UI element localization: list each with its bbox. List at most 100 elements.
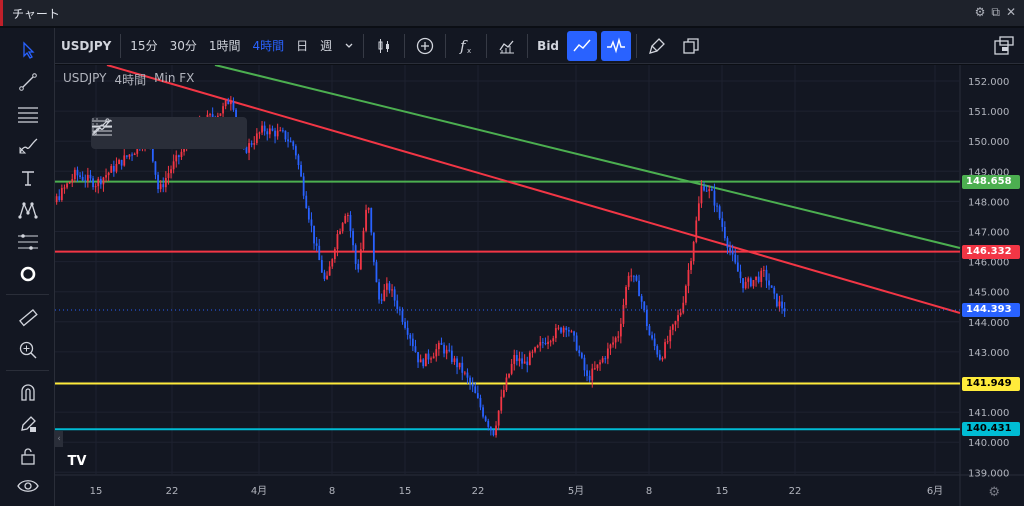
candle-body xyxy=(401,310,404,322)
brush-icon xyxy=(649,37,665,54)
stay-drawing-tool[interactable] xyxy=(13,410,43,438)
candle-body xyxy=(263,125,266,132)
candle-body xyxy=(383,289,386,301)
candle-body xyxy=(747,278,750,282)
ruler-tool[interactable] xyxy=(13,304,43,332)
candle-body xyxy=(406,327,409,335)
lock-drawings-tool[interactable] xyxy=(13,442,43,470)
compare-button[interactable] xyxy=(410,31,440,61)
interval-30m[interactable]: 30分 xyxy=(169,39,197,53)
prediction-tool[interactable] xyxy=(13,228,43,256)
chart-type-button[interactable] xyxy=(369,31,399,61)
interval-1h[interactable]: 1時間 xyxy=(208,39,241,53)
candle-body xyxy=(102,177,105,185)
brush-tool[interactable] xyxy=(13,132,43,160)
floatbar-fib[interactable] xyxy=(92,118,243,148)
layout-button[interactable] xyxy=(990,32,1018,60)
chart-settings-icon[interactable]: ⚙ xyxy=(988,485,1000,500)
interval-day[interactable]: 日 xyxy=(296,39,309,53)
candle-body xyxy=(284,130,287,140)
candle-body xyxy=(279,130,282,132)
ruler-icon xyxy=(19,309,38,327)
candle-body xyxy=(656,346,659,355)
candle-body xyxy=(700,186,703,204)
gear-icon[interactable]: ⚙ xyxy=(974,5,986,19)
hide-drawings-tool[interactable] xyxy=(13,472,43,500)
candle-body xyxy=(575,335,578,351)
chart-pane[interactable]: 152.000 151.000 150.000 149.000 148.000 147.0… xyxy=(55,65,1024,506)
trendline-icon xyxy=(19,73,37,91)
candle-body xyxy=(105,175,107,178)
candle-body xyxy=(128,154,131,157)
tool-divider xyxy=(6,294,49,295)
candle-body xyxy=(721,218,724,227)
price-line-toggle[interactable] xyxy=(567,30,598,61)
candle-body xyxy=(528,352,531,365)
floatbar-brush[interactable] xyxy=(93,118,209,148)
candle-body xyxy=(578,350,581,354)
candle-body xyxy=(422,359,425,367)
candle-body xyxy=(482,407,484,417)
circle-tool[interactable] xyxy=(13,260,43,288)
candle-body xyxy=(762,269,765,271)
candle-body xyxy=(328,266,331,276)
zoom-tool[interactable] xyxy=(13,336,43,364)
interval-week[interactable]: 週 xyxy=(320,39,333,53)
trendline-tool[interactable] xyxy=(13,68,43,96)
collapse-toolbar-handle[interactable]: ‹ xyxy=(55,431,63,447)
candle-body xyxy=(664,342,666,358)
templates-button[interactable] xyxy=(492,31,522,61)
candle-body xyxy=(651,335,653,339)
candle-body xyxy=(209,114,211,116)
close-icon[interactable]: ✕ xyxy=(1005,5,1016,19)
candle-body xyxy=(89,174,92,179)
candle-body xyxy=(630,275,633,277)
symbol-selector[interactable]: USDJPY xyxy=(61,38,112,53)
interval-15m[interactable]: 15分 xyxy=(130,39,158,53)
interval-4h[interactable]: 4時間 xyxy=(252,39,285,53)
candle-body xyxy=(112,165,115,172)
copy-icon xyxy=(683,37,699,54)
candle-body xyxy=(466,372,469,378)
duplicate-button[interactable] xyxy=(676,31,706,61)
candle-body xyxy=(560,327,562,333)
popout-icon[interactable]: ⧉ xyxy=(991,5,1000,19)
floatbar-horizontal-line[interactable] xyxy=(92,118,175,148)
candle-body xyxy=(544,343,547,345)
candle-body xyxy=(167,173,170,178)
clear-drawings-button[interactable] xyxy=(642,31,672,61)
candle-body xyxy=(175,155,178,162)
bid-ask-toggle[interactable]: Bid xyxy=(537,38,560,53)
price-tag: 148.658 xyxy=(962,174,1020,189)
time-axis-label: 5月 xyxy=(568,485,584,497)
magnet-tool[interactable] xyxy=(13,378,43,406)
candle-body xyxy=(489,426,492,431)
candle-body xyxy=(666,341,669,343)
candle-body xyxy=(565,327,568,331)
candle-body xyxy=(448,349,451,351)
pulse-toggle[interactable] xyxy=(601,30,632,61)
candle-body xyxy=(92,178,94,188)
time-axis-label: 8 xyxy=(329,486,335,497)
fib-tool[interactable] xyxy=(13,100,43,128)
candle-body xyxy=(755,276,757,281)
candle-body xyxy=(495,425,497,436)
pencil-lock-icon xyxy=(21,416,36,432)
cursor-tool[interactable] xyxy=(13,36,43,64)
candle-body xyxy=(97,178,100,187)
text-tool[interactable] xyxy=(13,164,43,192)
candle-body xyxy=(336,234,339,250)
candle-body xyxy=(638,280,640,297)
candle-body xyxy=(380,299,383,301)
candle-body xyxy=(710,189,713,191)
candle-body xyxy=(180,151,183,158)
time-axis-label: 22 xyxy=(166,486,179,497)
candle-body xyxy=(643,301,646,310)
pattern-tool[interactable] xyxy=(13,196,43,224)
candle-body xyxy=(229,101,232,105)
candle-body xyxy=(281,130,284,132)
interval-dropdown[interactable] xyxy=(338,28,360,64)
candle-body xyxy=(518,358,521,362)
candle-body xyxy=(219,113,222,116)
